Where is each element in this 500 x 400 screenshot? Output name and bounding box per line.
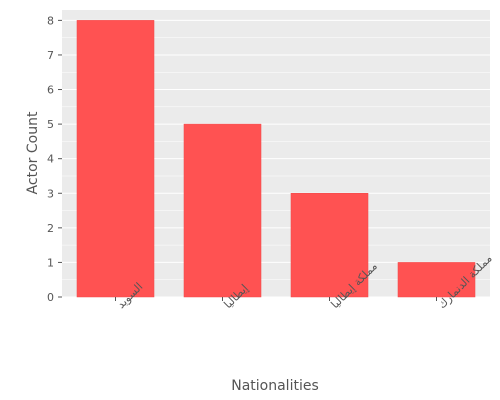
bar-4 — [397, 262, 476, 298]
y-tick-label: 4 — [47, 153, 54, 166]
x-axis-title: Nationalities — [231, 378, 319, 394]
y-tick-label: 2 — [47, 222, 54, 235]
y-tick-label: 0 — [47, 291, 54, 304]
y-tick-label: 5 — [47, 118, 54, 131]
bars — [76, 20, 476, 298]
bar-3 — [290, 193, 369, 298]
bar-1 — [76, 20, 155, 298]
y-tick-label: 1 — [47, 256, 54, 269]
y-tick-label: 7 — [47, 49, 54, 62]
y-tick-label: 6 — [47, 84, 54, 97]
y-tick-labels: 0 1 2 3 4 5 6 7 8 — [47, 14, 62, 304]
y-tick-label: 3 — [47, 187, 54, 200]
y-axis-title: Actor Count — [25, 111, 41, 194]
bar-2 — [183, 123, 262, 298]
y-tick-label: 8 — [47, 14, 54, 27]
